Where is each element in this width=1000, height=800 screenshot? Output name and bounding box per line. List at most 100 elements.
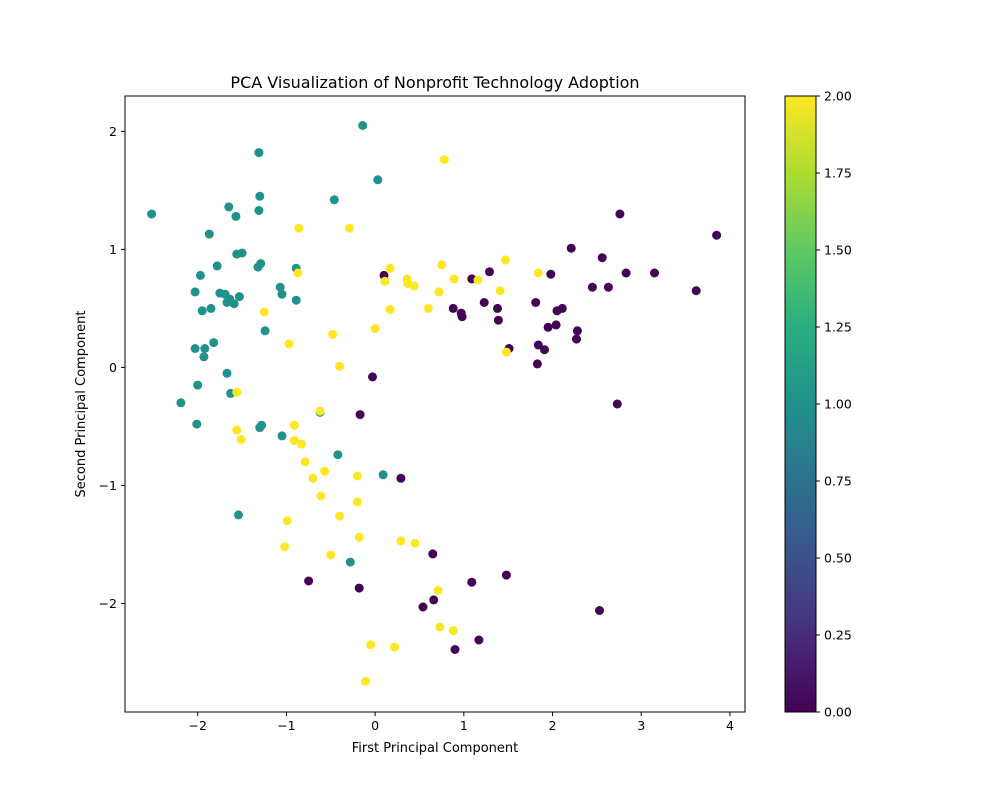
scatter-point: [236, 434, 246, 444]
scatter-point: [437, 260, 447, 270]
y-tick-label: −1: [99, 478, 117, 493]
scatter-point: [360, 676, 370, 686]
scatter-point: [190, 287, 200, 297]
scatter-point: [434, 287, 444, 297]
colorbar-gradient: [784, 95, 817, 713]
scatter-point: [533, 340, 543, 350]
scatter-point: [603, 282, 613, 292]
scatter-point: [231, 211, 241, 221]
scatter-point: [418, 602, 428, 612]
y-axis: −2 −1 0 1 2: [99, 124, 125, 611]
colorbar-axis: 0.00 0.25 0.50 0.75 1.00 1.25 1.50 1.75 2.00: [816, 89, 852, 720]
scatter-point: [439, 155, 449, 165]
scatter-point: [409, 281, 419, 291]
scatter-point: [234, 510, 243, 520]
scatter-point: [551, 320, 561, 330]
scatter-point: [206, 303, 216, 313]
x-axis: −2 −1 0 1 2 3 4: [189, 712, 734, 733]
scatter-point: [396, 536, 406, 546]
scatter-point: [326, 550, 336, 560]
x-tick-label: 0: [371, 718, 379, 733]
scatter-point: [232, 387, 242, 397]
scatter-point: [329, 195, 339, 205]
y-axis-label: Second Principal Component: [74, 311, 89, 498]
scatter-point: [448, 626, 458, 636]
scatter-point: [691, 286, 701, 296]
scatter-point: [232, 249, 242, 259]
scatter-point: [232, 425, 242, 435]
x-tick-label: 3: [637, 718, 645, 733]
scatter-point: [315, 406, 325, 416]
scatter-point: [280, 542, 290, 552]
scatter-point: [204, 229, 214, 239]
scatter-point: [358, 121, 368, 130]
scatter-point: [352, 497, 362, 507]
scatter-point: [501, 255, 510, 265]
scatter-point: [259, 307, 269, 317]
scatter-point: [197, 306, 207, 316]
scatter-point: [277, 431, 287, 441]
scatter-points: [147, 121, 722, 686]
scatter-point: [370, 324, 380, 333]
scatter-point: [385, 305, 395, 315]
scatter-point: [284, 339, 294, 349]
x-tick-label: 1: [460, 718, 468, 733]
scatter-point: [501, 347, 511, 357]
scatter-point: [428, 549, 438, 559]
scatter-point: [209, 338, 219, 348]
colorbar-tick-label: 0.25: [824, 628, 852, 643]
scatter-point: [354, 532, 364, 542]
scatter-point: [289, 436, 299, 446]
scatter-point: [378, 470, 388, 480]
colorbar-tick-label: 0.75: [824, 474, 852, 489]
x-axis-label: First Principal Component: [352, 741, 519, 756]
colorbar: 0.00 0.25 0.50 0.75 1.00 1.25 1.50 1.75 2.00: [784, 89, 852, 720]
scatter-point: [473, 275, 483, 285]
scatter-point: [199, 352, 209, 362]
scatter-point: [474, 635, 484, 645]
y-tick-label: 2: [109, 124, 117, 139]
scatter-point: [255, 191, 265, 201]
scatter-point: [479, 298, 489, 307]
scatter-point: [335, 361, 345, 371]
scatter-point: [255, 423, 265, 433]
scatter-point: [300, 457, 310, 467]
scatter-point: [355, 410, 365, 420]
scatter-point: [543, 322, 553, 332]
x-tick-label: −1: [277, 718, 295, 733]
scatter-point: [297, 439, 306, 449]
scatter-point: [304, 576, 314, 586]
scatter-point: [380, 276, 390, 286]
scatter-point: [320, 466, 330, 476]
scatter-point: [282, 516, 292, 526]
x-tick-label: 2: [549, 718, 557, 733]
colorbar-tick-label: 1.50: [824, 243, 852, 258]
scatter-point: [457, 312, 467, 322]
scatter-point: [423, 303, 433, 313]
scatter-point: [612, 399, 622, 409]
scatter-point: [385, 263, 395, 273]
y-tick-label: −2: [99, 596, 117, 611]
scatter-point: [493, 303, 502, 313]
scatter-point: [190, 344, 200, 353]
colorbar-tick-label: 0.50: [824, 551, 852, 566]
scatter-point: [615, 209, 625, 219]
y-tick-label: 0: [109, 360, 117, 375]
scatter-point: [587, 282, 597, 292]
scatter-point: [277, 289, 287, 299]
chart-title: PCA Visualization of Nonprofit Technolog…: [230, 73, 639, 92]
colorbar-tick-label: 1.00: [824, 397, 852, 412]
scatter-point: [650, 268, 659, 278]
scatter-point: [540, 345, 549, 355]
scatter-point: [176, 398, 186, 408]
scatter-point: [352, 471, 362, 481]
scatter-point: [222, 298, 232, 307]
scatter-point: [275, 282, 285, 292]
scatter-point: [531, 298, 541, 307]
scatter-point: [532, 359, 542, 369]
scatter-point: [328, 329, 338, 339]
scatter-point: [712, 230, 722, 240]
scatter-point: [234, 292, 244, 302]
scatter-point: [368, 372, 377, 382]
